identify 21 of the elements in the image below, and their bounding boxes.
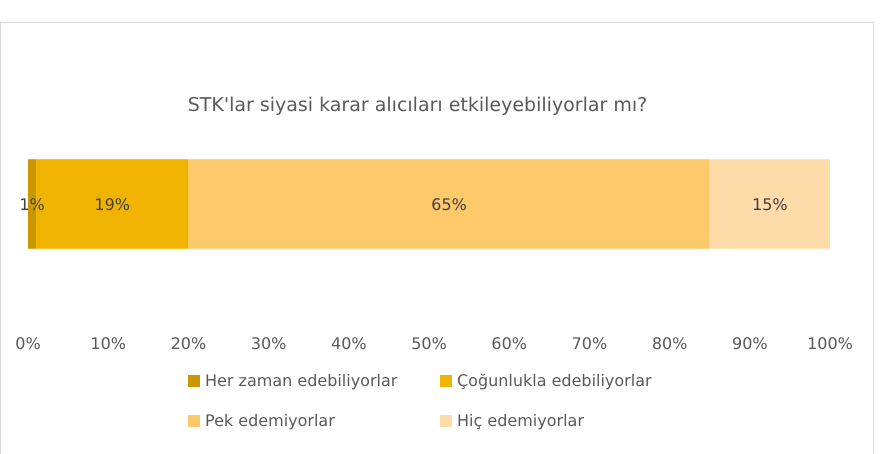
x-tick-label: 70%: [572, 334, 608, 353]
x-tick-label: 50%: [411, 334, 447, 353]
x-tick-label: 0%: [15, 334, 41, 353]
x-tick-label: 100%: [807, 334, 853, 353]
legend-label: Hiç edemiyorlar: [457, 411, 584, 430]
data-label: 65%: [431, 195, 467, 214]
x-tick-label: 40%: [331, 334, 367, 353]
chart-title: STK'lar siyasi karar alıcıları etkileyebiliyorlar mı?: [188, 94, 648, 116]
x-tick-label: 60%: [491, 334, 527, 353]
legend-label: Pek edemiyorlar: [205, 411, 336, 430]
bar: [188, 159, 710, 249]
data-label: 19%: [94, 195, 130, 214]
data-label: 15%: [752, 195, 788, 214]
x-tick-label: 90%: [732, 334, 768, 353]
bar: [710, 159, 830, 249]
x-tick-label: 10%: [90, 334, 126, 353]
x-tick-label: 80%: [652, 334, 688, 353]
x-tick-label: 20%: [170, 334, 206, 353]
legend-label: Çoğunlukla edebiliyorlar: [457, 371, 652, 390]
legend-label: Her zaman edebiliyorlar: [205, 371, 398, 390]
x-tick-label: 30%: [250, 334, 286, 353]
